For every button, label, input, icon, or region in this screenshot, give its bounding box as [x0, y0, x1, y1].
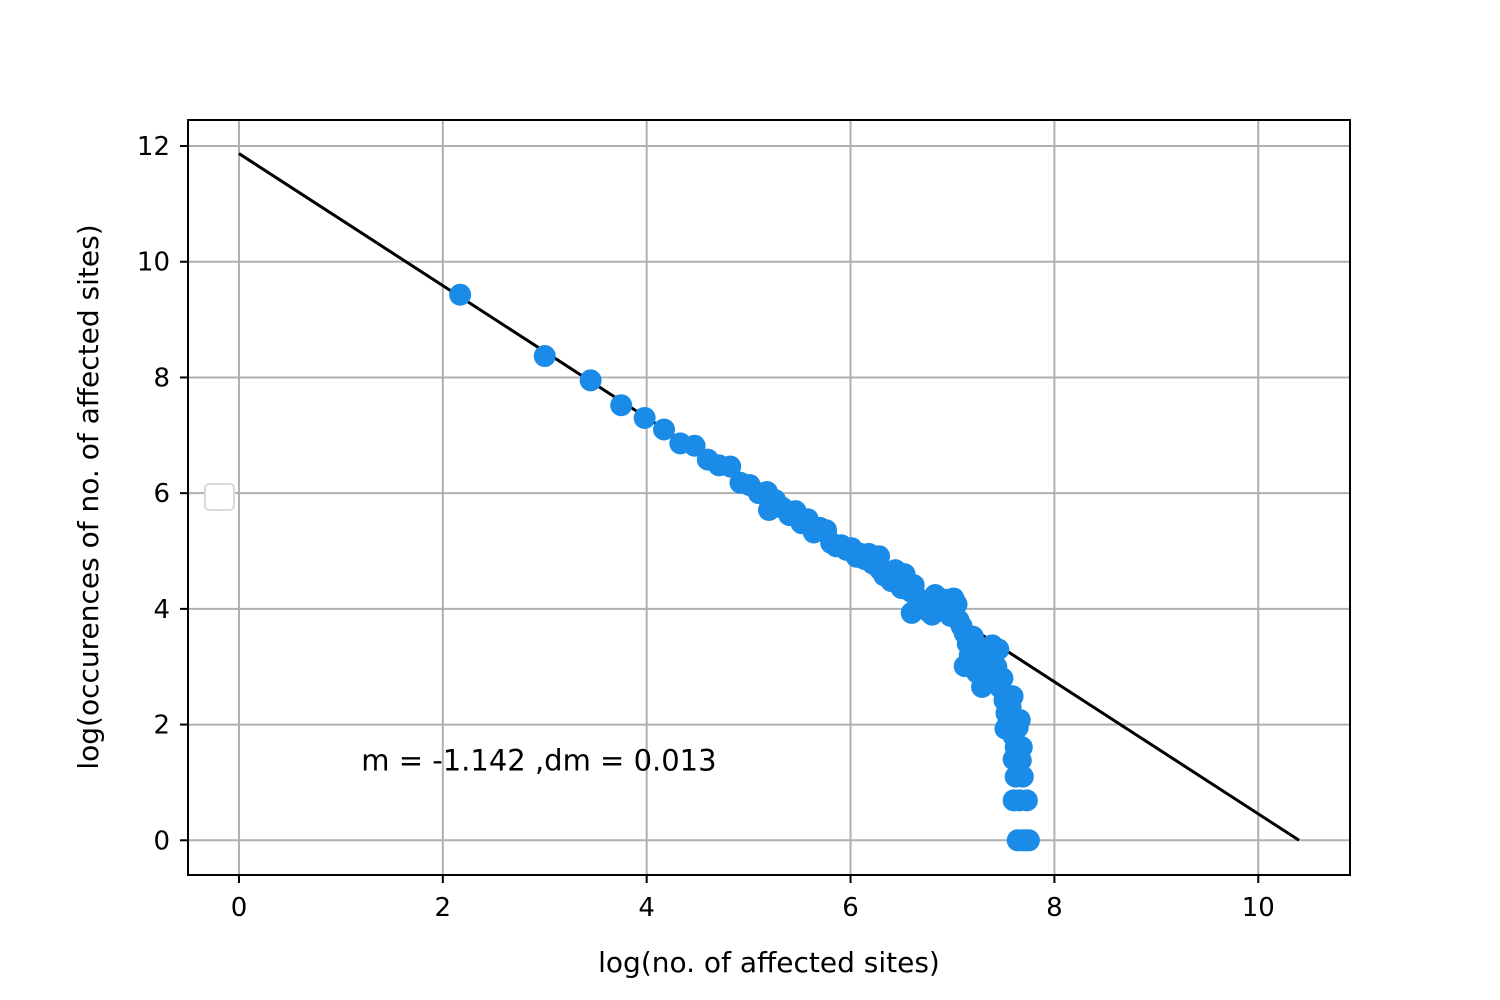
x-ticks: 0 2 4 6 8 10: [231, 875, 1275, 923]
fit-annotation: m = -1.142 ,dm = 0.013: [361, 743, 716, 777]
data-point: [868, 545, 891, 568]
y-tick-label: 0: [153, 826, 170, 856]
x-axis-label: log(no. of affected sites): [598, 946, 940, 979]
y-tick-label: 4: [153, 595, 170, 625]
x-tick-label: 6: [842, 893, 859, 923]
y-tick-label: 6: [153, 479, 170, 509]
data-point: [449, 283, 472, 306]
x-tick-label: 0: [231, 893, 248, 923]
y-tick-label: 2: [153, 711, 170, 741]
x-tick-label: 2: [435, 893, 452, 923]
data-point: [991, 667, 1014, 690]
data-point: [610, 394, 633, 417]
legend-layer: [204, 483, 235, 511]
y-axis-label: log(occurences of no. of affected sites): [72, 224, 105, 769]
data-point: [533, 345, 556, 368]
y-tick-label: 12: [137, 132, 170, 162]
data-point: [579, 369, 602, 392]
y-grid: [188, 145, 1350, 842]
data-point: [633, 406, 656, 429]
data-point: [945, 593, 968, 616]
legend-box: [204, 483, 235, 511]
y-tick-label: 8: [153, 363, 170, 393]
x-tick-label: 10: [1242, 893, 1275, 923]
y-tick-label: 10: [137, 248, 170, 278]
data-point: [1017, 829, 1040, 852]
data-point: [1009, 749, 1032, 772]
data-point: [1001, 685, 1024, 708]
plot-frame: [187, 119, 1351, 876]
data-point: [653, 418, 676, 441]
y-ticks: 0 2 4 6 8 10 12: [137, 132, 188, 856]
data-point: [719, 455, 742, 478]
data-point: [1008, 708, 1031, 731]
data-point: [987, 638, 1010, 661]
data-point: [1011, 765, 1034, 788]
data-point: [683, 434, 706, 457]
x-grid: [237, 120, 1260, 875]
data-point: [1015, 789, 1038, 812]
data-points-layer: [449, 283, 1040, 852]
x-tick-label: 8: [1046, 893, 1063, 923]
x-tick-label: 4: [638, 893, 655, 923]
